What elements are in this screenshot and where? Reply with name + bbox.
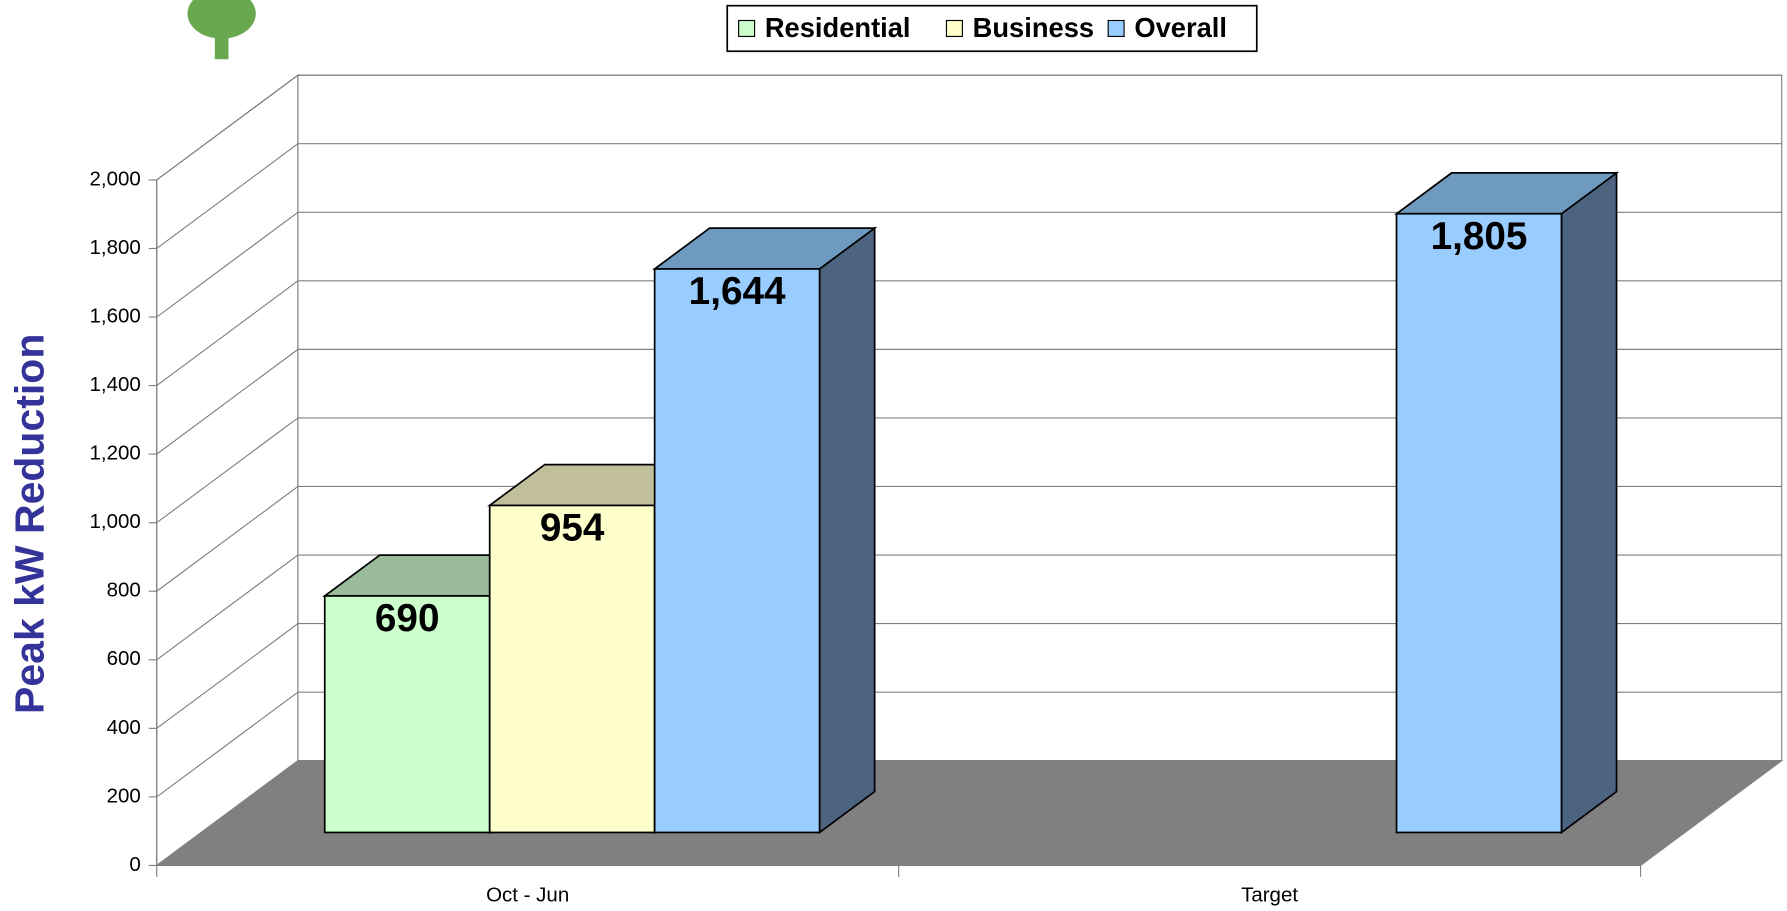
legend-swatch <box>738 19 756 38</box>
y-tick-label: 2,000 <box>90 167 141 190</box>
y-tick-label: 800 <box>107 579 141 602</box>
y-tick-label: 1,200 <box>90 442 141 465</box>
value-label: 1,805 <box>1431 215 1528 258</box>
grid-line <box>156 691 1782 798</box>
legend-label: Overall <box>1134 12 1227 43</box>
value-label: 1,644 <box>689 270 786 313</box>
bar <box>653 268 821 834</box>
value-label: 954 <box>540 507 605 550</box>
grid-line <box>156 211 1782 318</box>
y-tick-label: 1,800 <box>90 236 141 259</box>
y-tick-label: 1,000 <box>90 510 141 533</box>
bar <box>323 595 491 834</box>
x-tick-label: Target <box>1241 884 1298 907</box>
y-tick-label: 400 <box>107 716 141 739</box>
grid-line <box>156 280 1782 387</box>
grid-line <box>156 143 1782 249</box>
legend-swatch <box>1107 19 1125 38</box>
y-tick-label: 600 <box>107 647 141 670</box>
legend-box <box>726 4 1258 53</box>
legend-label: Residential <box>765 12 911 43</box>
legend-swatch <box>945 19 963 38</box>
grid-line <box>156 623 1782 729</box>
logo <box>187 0 256 60</box>
bar <box>1395 212 1563 834</box>
value-label: 690 <box>375 597 440 640</box>
grid-line <box>156 554 1782 661</box>
y-tick-label: 1,400 <box>90 373 141 396</box>
legend-label: Business <box>973 12 1094 43</box>
bar <box>488 504 656 834</box>
grid-line <box>156 348 1782 455</box>
grid-line <box>156 485 1782 592</box>
y-tick-label: 1,600 <box>90 304 141 327</box>
bar-side <box>818 226 876 835</box>
y-tick-label: 200 <box>107 784 141 807</box>
grid-line <box>156 74 1782 181</box>
bar-side <box>1560 171 1618 835</box>
grid-line <box>156 417 1782 524</box>
y-tick-label: 0 <box>129 853 140 876</box>
x-tick-label: Oct - Jun <box>486 884 569 907</box>
y-axis-title: Peak kW Reduction <box>6 334 52 714</box>
